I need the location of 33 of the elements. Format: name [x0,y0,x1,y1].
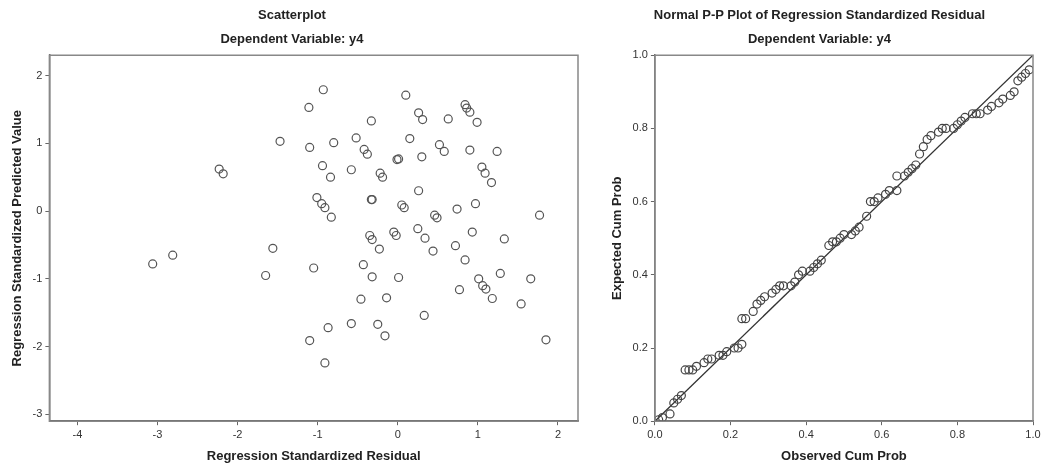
x-tick-label: 1 [474,427,481,440]
y-tick-label: 0.2 [632,341,648,354]
x-tick-label: 0 [394,427,401,440]
y-tick-label: 1 [36,136,43,149]
chart-title: Normal P-P Plot of Regression Standardized Residual [653,7,986,23]
y-tick-label: -1 [32,271,43,284]
chart-title: Scatterplot [258,7,327,23]
chart-subtitle: Dependent Variable: y4 [220,30,365,46]
y-tick-label: 2 [36,68,43,81]
x-tick-label: 0.0 [647,427,663,440]
x-tick-label: 0.8 [949,427,966,440]
x-tick-label: 0.2 [722,427,739,440]
x-axis-title: Regression Standardized Residual [206,447,421,463]
x-tick-label: -3 [152,427,163,440]
y-tick-label: 0.6 [632,194,648,207]
x-tick-label: -4 [72,427,83,440]
x-axis-title: Observed Cum Prob [781,447,907,463]
y-tick-label: -3 [32,407,43,420]
y-tick-label: 0 [36,204,43,217]
x-tick-label: 0.4 [798,427,814,440]
x-tick-label: 1.0 [1025,427,1041,440]
y-tick-label: 1.0 [632,48,648,61]
x-tick-label: -1 [312,427,323,440]
y-axis-title: Expected Cum Prob [609,176,625,300]
x-tick-label: 0.6 [874,427,890,440]
x-tick-label: 2 [554,427,562,440]
y-tick-label: 0.0 [632,414,648,427]
y-tick-label: 0.4 [632,267,648,280]
chart-subtitle: Dependent Variable: y4 [747,30,892,46]
x-tick-label: -2 [232,427,243,440]
y-axis-title: Regression Standardized Predicted Value [9,109,25,367]
y-tick-label: 0.8 [632,121,648,134]
y-tick-label: -2 [32,339,43,352]
